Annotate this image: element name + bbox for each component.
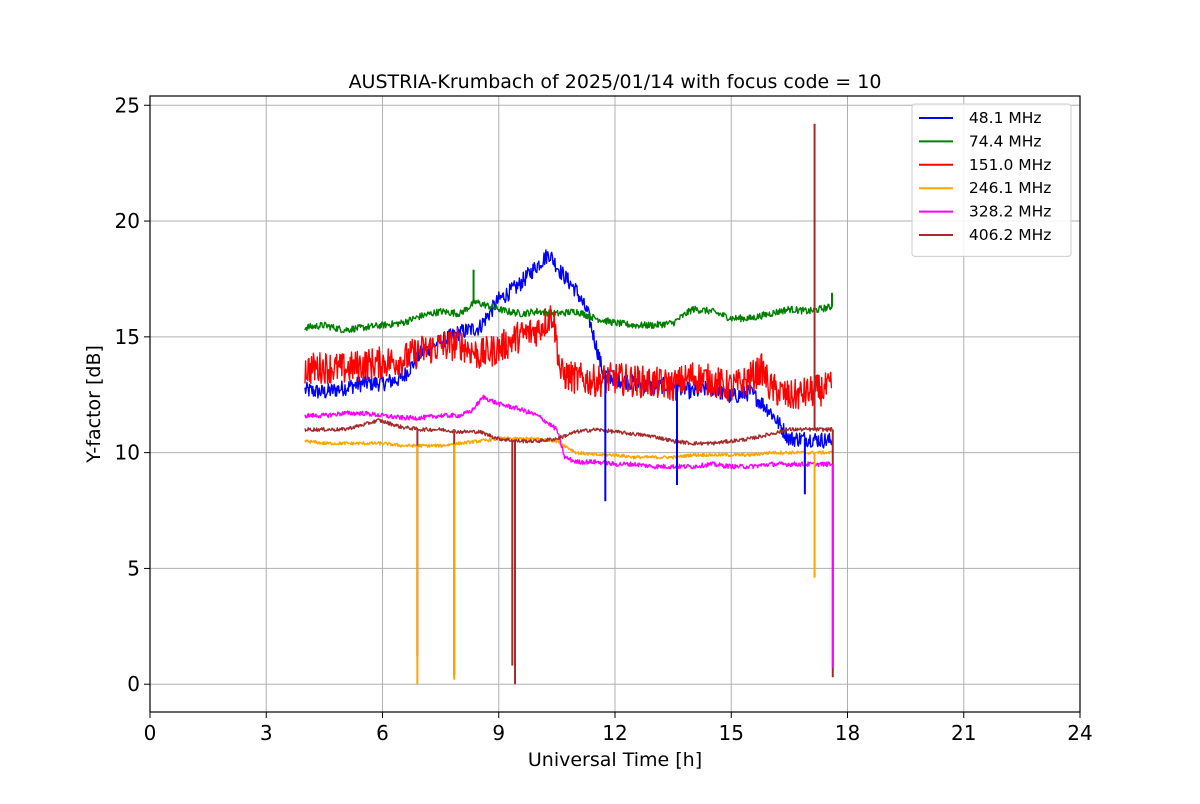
legend-label: 328.2 MHz (964, 203, 1051, 221)
legend: 48.1 MHz 74.4 MHz 151.0 MHz 246.1 MHz 32… (911, 103, 1072, 257)
x-tick-label: 6 (376, 721, 389, 745)
x-tick-label: 21 (951, 721, 976, 745)
x-tick-label: 12 (602, 721, 627, 745)
legend-label: 406.2 MHz (964, 226, 1051, 244)
series-line-4 (304, 394, 833, 470)
series-line-5 (304, 418, 833, 446)
series-layer (304, 123, 834, 685)
y-tick-label: 5 (127, 556, 140, 580)
y-tick-label: 20 (115, 209, 140, 233)
legend-label: 151.0 MHz (964, 156, 1051, 174)
y-tick-label: 10 (115, 441, 140, 465)
grid (149, 96, 1081, 712)
y-tick-label: 0 (127, 672, 140, 696)
legend-label: 246.1 MHz (964, 179, 1051, 197)
y-tick-label: 15 (115, 325, 140, 349)
legend-label: 48.1 MHz (964, 109, 1042, 127)
legend-label: 74.4 MHz (964, 132, 1042, 150)
x-tick-label: 3 (260, 721, 273, 745)
series-line-3 (304, 436, 833, 460)
y-tick-label: 25 (115, 93, 140, 117)
x-tick-label: 0 (144, 721, 157, 745)
chart-title: AUSTRIA-Krumbach of 2025/01/14 with focu… (349, 71, 882, 93)
x-tick-label: 24 (1067, 721, 1092, 745)
x-tick-label: 9 (492, 721, 505, 745)
axis-ticks: 0 3 6 9 12 15 18 21 24 0 5 10 15 20 25 (115, 93, 1093, 745)
series-line-1 (304, 299, 833, 334)
x-axis-label: Universal Time [h] (528, 749, 702, 771)
x-tick-label: 15 (719, 721, 744, 745)
y-axis-label: Y-factor [dB] (83, 345, 105, 464)
series-line-2 (304, 305, 833, 410)
x-tick-label: 18 (835, 721, 860, 745)
